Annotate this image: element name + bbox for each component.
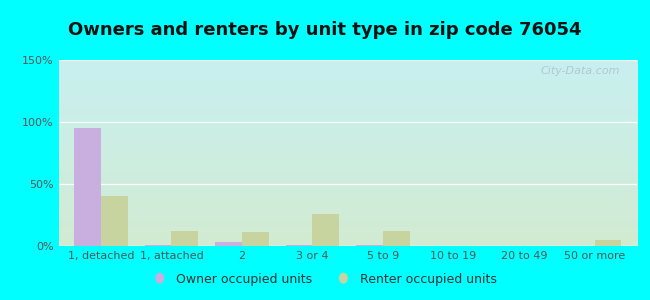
Bar <box>215 242 242 246</box>
Bar <box>313 214 339 246</box>
Bar <box>595 240 621 246</box>
Text: Owners and renters by unit type in zip code 76054: Owners and renters by unit type in zip c… <box>68 21 582 39</box>
Bar <box>356 245 383 246</box>
Bar <box>172 231 198 246</box>
Text: City-Data.com: City-Data.com <box>540 66 619 76</box>
Bar <box>101 196 127 246</box>
Bar <box>144 245 172 246</box>
Bar <box>242 232 268 246</box>
Bar <box>74 128 101 246</box>
Legend: Owner occupied units, Renter occupied units: Owner occupied units, Renter occupied un… <box>148 268 502 291</box>
Bar <box>285 245 313 246</box>
Bar <box>383 231 410 246</box>
